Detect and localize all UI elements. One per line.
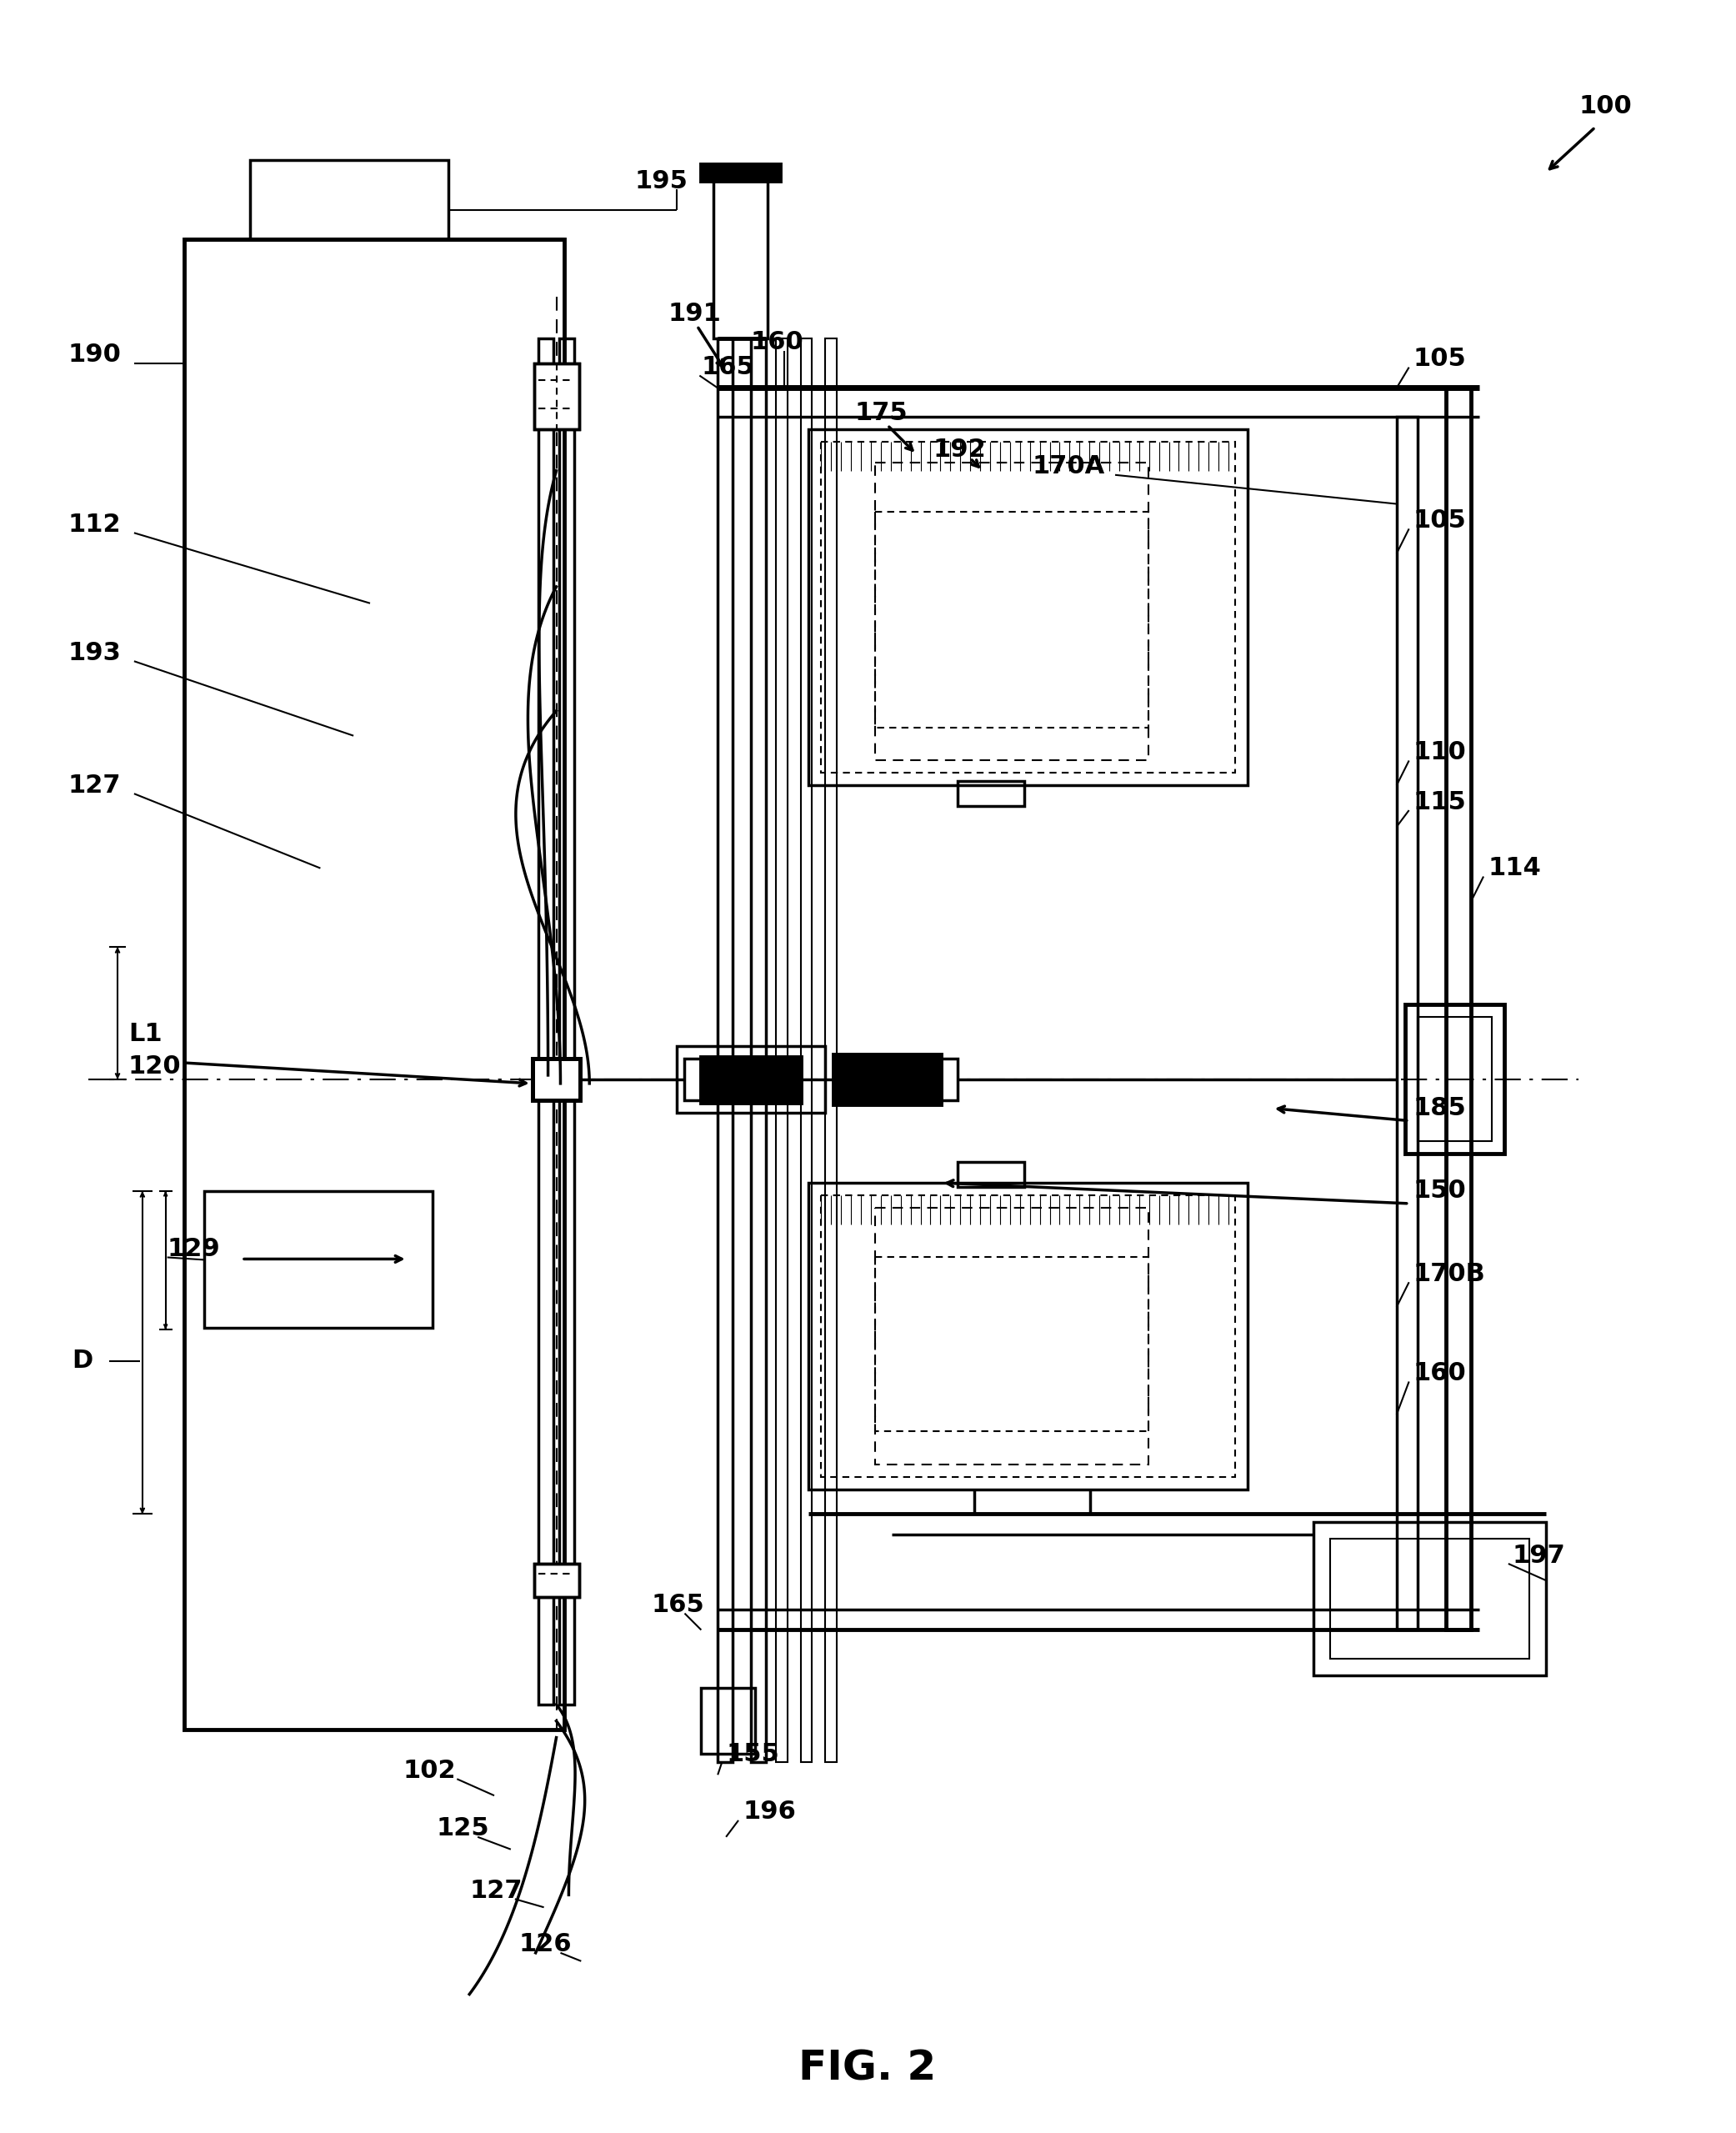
Bar <box>1396 416 1417 1630</box>
Bar <box>713 164 767 339</box>
Bar <box>833 1054 941 1105</box>
Bar <box>821 442 1234 772</box>
Text: 160: 160 <box>752 331 804 354</box>
Text: 127: 127 <box>68 774 122 798</box>
Text: 127: 127 <box>469 1879 523 1903</box>
Bar <box>958 1162 1024 1186</box>
Text: 195: 195 <box>635 169 687 194</box>
Bar <box>752 339 766 1762</box>
Text: L1: L1 <box>128 1022 161 1045</box>
Text: 100: 100 <box>1578 94 1632 119</box>
Text: 126: 126 <box>519 1932 573 1956</box>
Bar <box>535 1563 580 1598</box>
Bar <box>184 239 564 1730</box>
Bar <box>1417 1017 1491 1141</box>
Text: 175: 175 <box>854 401 908 424</box>
Bar <box>684 1058 701 1101</box>
Text: 190: 190 <box>68 343 122 367</box>
Bar <box>821 1194 1234 1476</box>
Bar <box>776 339 788 1762</box>
Text: 120: 120 <box>128 1056 181 1079</box>
Text: 150: 150 <box>1413 1180 1467 1203</box>
Text: 114: 114 <box>1488 855 1542 881</box>
Text: 160: 160 <box>1413 1361 1467 1384</box>
Bar <box>958 781 1024 806</box>
Text: 170B: 170B <box>1413 1263 1486 1286</box>
Text: 105: 105 <box>1413 348 1467 371</box>
Bar <box>538 339 554 1704</box>
Text: 129: 129 <box>167 1237 220 1261</box>
Text: 196: 196 <box>743 1800 795 1824</box>
Text: 155: 155 <box>726 1743 779 1766</box>
Bar <box>809 429 1248 785</box>
Text: 165: 165 <box>701 356 755 380</box>
Text: FIG. 2: FIG. 2 <box>799 2050 936 2088</box>
Text: 115: 115 <box>1413 789 1467 815</box>
Bar <box>875 1256 1147 1431</box>
Bar <box>559 339 575 1704</box>
Text: 112: 112 <box>68 512 122 538</box>
Bar <box>800 339 812 1762</box>
Bar <box>875 463 1147 761</box>
Bar <box>677 1045 825 1113</box>
Bar <box>701 1687 755 1753</box>
Bar <box>701 1058 800 1103</box>
Bar <box>717 339 733 1762</box>
Text: 105: 105 <box>1413 508 1467 533</box>
Bar <box>809 1184 1248 1489</box>
Text: 185: 185 <box>1413 1096 1467 1120</box>
Text: 165: 165 <box>651 1593 705 1617</box>
Bar <box>701 164 779 181</box>
Text: D: D <box>71 1348 94 1374</box>
Text: 110: 110 <box>1413 740 1467 764</box>
Bar <box>535 1563 580 1598</box>
Bar <box>533 1058 580 1101</box>
Text: 170A: 170A <box>1033 454 1106 478</box>
Bar <box>875 512 1147 727</box>
Bar <box>1404 1005 1503 1154</box>
Bar <box>1446 388 1470 1630</box>
Text: 192: 192 <box>932 437 986 463</box>
Text: 197: 197 <box>1512 1544 1566 1568</box>
Bar <box>1330 1538 1529 1659</box>
Bar <box>1314 1523 1545 1677</box>
Text: 125: 125 <box>436 1817 490 1841</box>
Bar <box>535 363 580 429</box>
Text: 193: 193 <box>68 640 122 665</box>
Text: 191: 191 <box>668 301 720 326</box>
Text: 102: 102 <box>403 1758 457 1783</box>
Bar <box>535 363 580 429</box>
Bar <box>250 160 448 239</box>
Bar <box>205 1190 432 1327</box>
Bar <box>875 1207 1147 1465</box>
Bar <box>941 1058 958 1101</box>
Bar <box>533 1058 580 1101</box>
Bar <box>825 339 837 1762</box>
